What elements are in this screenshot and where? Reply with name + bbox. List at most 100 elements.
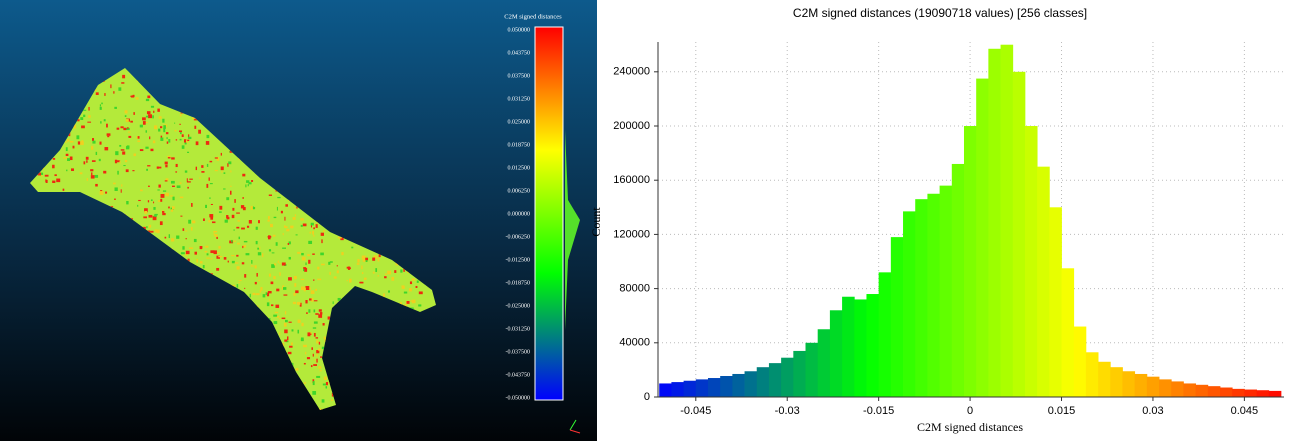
speckle — [171, 157, 175, 159]
speckle — [180, 132, 182, 134]
speckle — [268, 291, 272, 293]
speckle — [271, 282, 274, 285]
speckle — [137, 140, 140, 142]
bar — [1110, 367, 1123, 397]
speckle — [209, 214, 213, 217]
speckle — [296, 234, 298, 235]
speckle — [219, 206, 222, 210]
speckle — [304, 288, 306, 292]
speckle — [126, 169, 129, 172]
speckle — [157, 109, 159, 112]
bar — [806, 343, 819, 397]
speckle — [317, 279, 321, 280]
bar — [732, 374, 745, 397]
speckle — [172, 186, 175, 187]
x-axis-label: C2M signed distances — [917, 420, 1023, 434]
speckle — [45, 175, 49, 177]
speckle — [284, 329, 287, 333]
speckle — [159, 116, 162, 118]
speckle — [210, 183, 213, 184]
speckle — [364, 278, 367, 280]
bar — [879, 272, 892, 397]
speckle — [179, 182, 181, 183]
speckle — [304, 382, 306, 383]
speckle — [163, 125, 166, 129]
speckle — [293, 217, 296, 220]
speckle — [200, 261, 203, 263]
speckle — [76, 135, 79, 139]
speckle — [284, 217, 285, 221]
speckle — [162, 211, 164, 213]
speckle — [52, 165, 55, 169]
speckle — [311, 347, 313, 350]
speckle — [122, 75, 125, 78]
speckle — [101, 103, 102, 105]
y-axis-label: Count — [589, 207, 603, 237]
speckle — [242, 262, 244, 264]
speckle — [144, 211, 147, 214]
bar — [1062, 268, 1075, 397]
speckle — [168, 207, 170, 209]
speckle — [219, 211, 222, 212]
speckle — [66, 147, 68, 151]
speckle — [81, 126, 85, 129]
speckle — [333, 301, 334, 304]
speckle — [113, 183, 116, 185]
speckle — [191, 203, 193, 207]
speckle — [67, 158, 70, 161]
speckle — [290, 226, 293, 227]
speckle — [310, 232, 312, 234]
speckle — [165, 162, 168, 165]
speckle — [323, 384, 326, 386]
speckle — [313, 364, 317, 366]
speckle — [306, 312, 308, 314]
bar — [1269, 391, 1282, 397]
speckle — [87, 178, 88, 181]
speckle — [241, 205, 244, 208]
color-scale — [535, 27, 563, 400]
speckle — [143, 121, 146, 125]
speckle — [249, 220, 252, 224]
bar — [976, 79, 989, 397]
speckle — [188, 220, 191, 224]
speckle — [300, 218, 303, 220]
bar — [671, 382, 684, 397]
speckle — [331, 399, 333, 401]
speckle — [148, 186, 150, 187]
scale-label: 0.000000 — [508, 211, 531, 217]
speckle — [394, 270, 396, 273]
speckle — [285, 311, 286, 314]
speckle — [214, 232, 215, 235]
speckle — [269, 195, 272, 196]
speckle — [351, 247, 353, 249]
speckle — [171, 181, 175, 184]
speckle — [166, 132, 168, 134]
speckle — [215, 234, 218, 237]
speckle — [100, 191, 104, 195]
speckle — [301, 225, 303, 227]
speckle — [311, 365, 313, 367]
speckle — [314, 300, 318, 301]
speckle — [176, 235, 179, 238]
scale-title: C2M signed distances — [504, 13, 562, 20]
speckle — [285, 204, 288, 206]
speckle — [301, 279, 304, 280]
speckle — [311, 223, 314, 226]
speckle — [187, 152, 189, 153]
bar — [891, 237, 904, 397]
speckle — [54, 174, 56, 176]
speckle — [311, 290, 315, 294]
speckle — [259, 247, 260, 250]
speckle — [88, 115, 90, 118]
speckle — [160, 126, 162, 128]
speckle — [92, 141, 95, 144]
speckle — [160, 138, 163, 141]
speckle — [166, 137, 167, 139]
speckle — [257, 248, 259, 250]
speckle — [233, 241, 237, 242]
speckle — [231, 240, 232, 243]
speckle — [251, 206, 253, 210]
speckle — [201, 171, 204, 173]
speckle — [365, 258, 368, 261]
speckle — [147, 111, 151, 114]
